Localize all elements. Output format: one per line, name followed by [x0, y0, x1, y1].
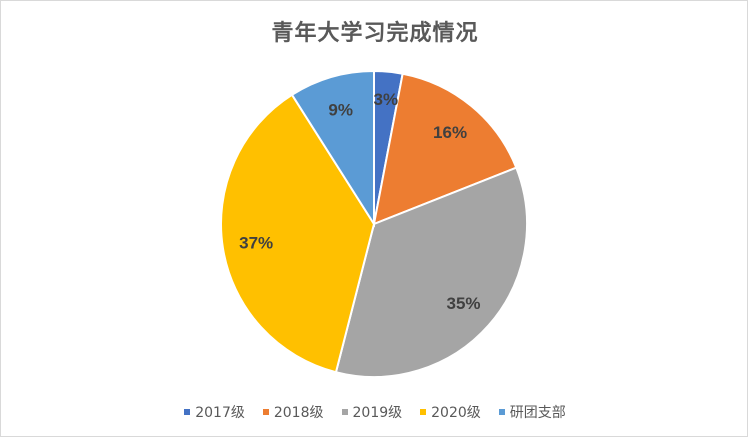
slice-label-2020级: 37%: [239, 234, 273, 253]
legend-label: 2020级: [431, 405, 481, 421]
pie-slice-研团支部: [290, 69, 375, 228]
legend-swatch: [184, 409, 191, 415]
legend-label: 研团支部: [509, 405, 566, 421]
legend-item-2020级: 2020级: [420, 402, 481, 422]
legend-swatch: [498, 409, 505, 415]
legend-item-2017级: 2017级: [184, 402, 245, 422]
slice-label-2019级: 35%: [447, 294, 481, 313]
legend-swatch: [341, 409, 348, 415]
pie-slice-2019级: [334, 166, 528, 378]
legend-swatch: [262, 409, 269, 415]
slice-label-2017级: 3%: [374, 90, 399, 109]
legend: 2017级 2018级 2019级 2020级 研团支部: [1, 402, 748, 422]
chart-title: 青年大学习完成情况: [271, 21, 479, 46]
legend-label: 2018级: [273, 405, 324, 421]
legend-swatch: [420, 409, 427, 415]
slice-label-研团支部: 9%: [328, 100, 353, 119]
legend-label: 2017级: [195, 405, 245, 421]
pie-slice-2018级: [372, 72, 518, 226]
slice-label-2018级: 16%: [433, 123, 467, 142]
legend-item-研团支部: 研团支部: [498, 402, 566, 422]
legend-item-2019级: 2019级: [341, 402, 403, 422]
legend-label: 2019级: [352, 405, 403, 421]
legend-item-2018级: 2018级: [262, 402, 324, 422]
